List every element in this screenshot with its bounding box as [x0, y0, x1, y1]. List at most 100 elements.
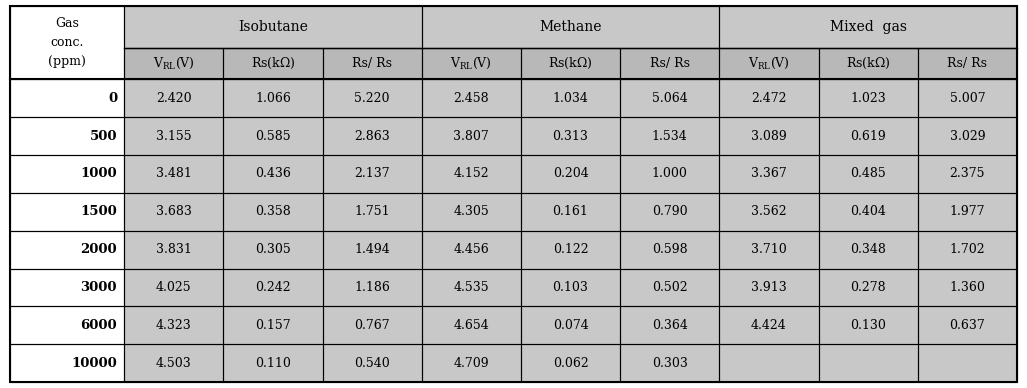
Bar: [521, 307, 620, 344]
Text: 3.807: 3.807: [454, 130, 489, 143]
Bar: [819, 268, 918, 307]
Text: 2.863: 2.863: [354, 130, 390, 143]
Text: V$_{\mathregular{RL}}$(V): V$_{\mathregular{RL}}$(V): [451, 56, 492, 71]
Text: 2.472: 2.472: [751, 92, 787, 105]
Text: 3.562: 3.562: [751, 205, 787, 218]
Bar: [223, 80, 322, 117]
Text: 0.122: 0.122: [553, 243, 588, 256]
Bar: [223, 268, 322, 307]
Text: Rs/ Rs: Rs/ Rs: [352, 57, 392, 70]
Bar: [10, 6, 124, 80]
Bar: [124, 231, 223, 268]
Text: 3.089: 3.089: [751, 130, 787, 143]
Bar: [620, 80, 719, 117]
Bar: [521, 193, 620, 231]
Bar: [521, 193, 620, 231]
Text: 10000: 10000: [71, 357, 117, 370]
Bar: [719, 48, 819, 80]
Bar: [918, 307, 1017, 344]
Bar: [620, 344, 719, 382]
Text: 4.025: 4.025: [156, 281, 191, 294]
Bar: [819, 48, 918, 80]
Bar: [223, 117, 322, 155]
Bar: [521, 155, 620, 193]
Bar: [719, 48, 819, 80]
Text: 1.023: 1.023: [850, 92, 886, 105]
Bar: [322, 80, 422, 117]
Bar: [719, 117, 819, 155]
Bar: [819, 155, 918, 193]
Text: 4.535: 4.535: [454, 281, 489, 294]
Bar: [124, 155, 223, 193]
Bar: [719, 80, 819, 117]
Bar: [620, 231, 719, 268]
Bar: [322, 307, 422, 344]
Text: 1.494: 1.494: [354, 243, 390, 256]
Text: 2.375: 2.375: [950, 168, 985, 180]
Text: 2.458: 2.458: [454, 92, 489, 105]
Text: 3.367: 3.367: [751, 168, 787, 180]
Bar: [322, 48, 422, 80]
Bar: [322, 193, 422, 231]
Bar: [223, 307, 322, 344]
Bar: [223, 155, 322, 193]
Bar: [322, 344, 422, 382]
Bar: [620, 193, 719, 231]
Bar: [719, 344, 819, 382]
Bar: [819, 117, 918, 155]
Bar: [620, 80, 719, 117]
Bar: [521, 231, 620, 268]
Bar: [422, 344, 521, 382]
Bar: [422, 6, 719, 48]
Text: 0.364: 0.364: [652, 319, 688, 332]
Bar: [918, 268, 1017, 307]
Bar: [719, 268, 819, 307]
Bar: [10, 193, 124, 231]
Text: 0.485: 0.485: [850, 168, 886, 180]
Bar: [918, 344, 1017, 382]
Text: 0.313: 0.313: [553, 130, 588, 143]
Text: 1500: 1500: [80, 205, 117, 218]
Bar: [422, 48, 521, 80]
Text: 1.977: 1.977: [950, 205, 985, 218]
Bar: [422, 6, 719, 48]
Bar: [719, 231, 819, 268]
Bar: [918, 155, 1017, 193]
Bar: [124, 155, 223, 193]
Bar: [422, 268, 521, 307]
Bar: [124, 6, 422, 48]
Bar: [819, 344, 918, 382]
Bar: [422, 155, 521, 193]
Text: 5.064: 5.064: [652, 92, 688, 105]
Bar: [422, 80, 521, 117]
Text: 0.790: 0.790: [652, 205, 687, 218]
Bar: [422, 268, 521, 307]
Bar: [124, 48, 223, 80]
Text: 4.424: 4.424: [751, 319, 787, 332]
Bar: [223, 307, 322, 344]
Bar: [422, 193, 521, 231]
Bar: [223, 48, 322, 80]
Bar: [322, 117, 422, 155]
Bar: [819, 344, 918, 382]
Text: 0.242: 0.242: [255, 281, 291, 294]
Bar: [422, 48, 521, 80]
Bar: [819, 231, 918, 268]
Bar: [819, 307, 918, 344]
Bar: [719, 307, 819, 344]
Bar: [10, 80, 124, 117]
Bar: [322, 268, 422, 307]
Text: 1.034: 1.034: [553, 92, 588, 105]
Text: 0.585: 0.585: [255, 130, 291, 143]
Bar: [918, 231, 1017, 268]
Bar: [10, 307, 124, 344]
Bar: [719, 6, 1017, 48]
Bar: [819, 155, 918, 193]
Text: 0.598: 0.598: [652, 243, 687, 256]
Bar: [322, 155, 422, 193]
Text: Rs(k$\mathregular{\Omega}$): Rs(k$\mathregular{\Omega}$): [548, 56, 593, 71]
Text: 3000: 3000: [80, 281, 117, 294]
Text: 0.278: 0.278: [850, 281, 886, 294]
Bar: [521, 231, 620, 268]
Bar: [10, 231, 124, 268]
